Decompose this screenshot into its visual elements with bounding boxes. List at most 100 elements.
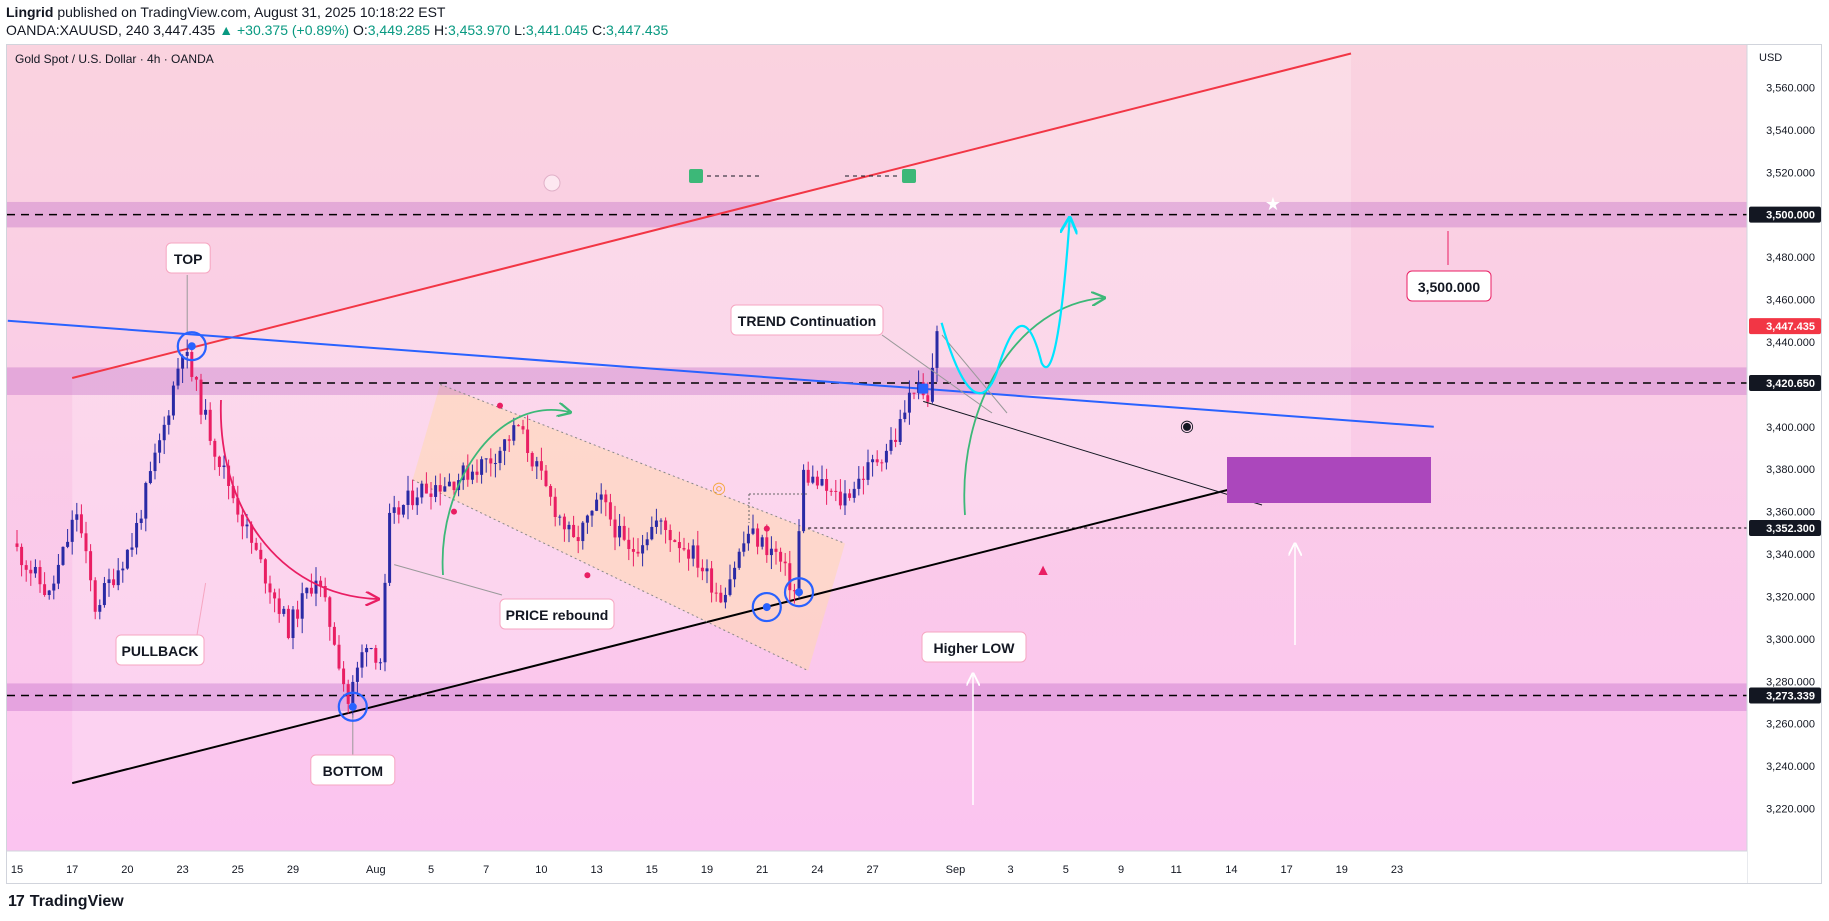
star-icon: ★	[1265, 194, 1281, 214]
candle-body	[691, 545, 695, 559]
candle-body	[567, 524, 571, 530]
price-tag-box	[1749, 687, 1821, 704]
candle-body	[894, 439, 898, 442]
price-axis[interactable]	[1747, 45, 1822, 884]
candle-body	[489, 458, 493, 464]
footer-brand[interactable]: 17 TradingView	[8, 893, 124, 911]
candle-body	[20, 546, 24, 566]
candle-body	[135, 522, 139, 548]
candle-body	[158, 440, 162, 453]
candle-body	[581, 522, 585, 542]
candle-body	[342, 668, 346, 685]
news-note-box	[1227, 457, 1431, 503]
candle-body	[388, 512, 392, 583]
symbol-label: OANDA:XAUUSD, 240	[6, 22, 150, 38]
breakout-point-marker	[918, 383, 929, 394]
x-tick-label: 13	[590, 864, 602, 876]
y-tick-label: 3,320.000	[1766, 591, 1815, 603]
candle-body	[659, 520, 663, 522]
candle-body	[424, 483, 428, 494]
candle-body	[562, 516, 566, 530]
candle-body	[319, 580, 323, 586]
candle-body	[98, 605, 102, 612]
candle-body	[880, 462, 884, 464]
candle-body	[572, 524, 576, 538]
candle-body	[378, 662, 382, 664]
publication-header: Lingrid published on TradingView.com, Au…	[0, 0, 1829, 42]
candle-body	[696, 545, 700, 568]
y-tick-label: 3,460.000	[1766, 295, 1815, 307]
x-tick-label: 23	[1391, 864, 1403, 876]
candle-body	[733, 567, 737, 580]
down-arrow-icon	[543, 174, 561, 192]
author-name[interactable]: Lingrid	[6, 4, 54, 20]
x-tick-label: Sep	[946, 864, 966, 876]
candle-body	[116, 570, 120, 586]
price-rebound-label: PRICE rebound	[506, 607, 609, 623]
trendline-resistance-red	[71, 52, 1352, 379]
candle-body	[337, 644, 341, 669]
candle-body	[438, 485, 442, 492]
candle-body	[797, 531, 801, 592]
candle-body	[208, 409, 212, 441]
candle-body	[406, 490, 410, 505]
check-left-icon	[689, 169, 703, 183]
price-tag-label: 3,352.300	[1766, 523, 1815, 535]
candle-body	[332, 626, 336, 645]
candle-body	[447, 481, 451, 487]
channel-pivot-0	[497, 402, 503, 409]
candle-body	[176, 368, 180, 386]
pullback-label: PULLBACK	[122, 643, 199, 659]
candle-body	[475, 471, 479, 475]
rebound-leader-line	[394, 564, 503, 596]
candle-body	[420, 483, 424, 498]
x-tick-label: 23	[176, 864, 188, 876]
candle-body	[84, 533, 88, 552]
candle-body	[213, 440, 217, 457]
candle-body	[535, 461, 539, 467]
close-value: 3,447.435	[606, 22, 669, 38]
higher-low-marker-2	[783, 577, 815, 608]
downward-channel-area	[412, 384, 845, 671]
higher-low-marker-2-dot	[795, 588, 803, 597]
candle-body	[714, 592, 718, 594]
top-marker	[176, 331, 207, 362]
candle-body	[907, 392, 911, 413]
bottom-marker-dot	[348, 702, 357, 711]
candle-body	[15, 543, 19, 547]
y-tick-label: 3,300.000	[1766, 634, 1815, 646]
candle-body	[121, 568, 125, 571]
candle-body	[263, 559, 267, 584]
price-tag-box	[1749, 318, 1821, 335]
x-tick-label: 10	[535, 864, 547, 876]
price-tag-label: 3,420.650	[1766, 378, 1815, 390]
candle-body	[93, 580, 97, 612]
candle-body	[595, 499, 599, 511]
candle-body	[710, 568, 714, 593]
target-label: 3,500.000	[1418, 279, 1480, 295]
chart-frame[interactable]: TOP BOTTOM PULLBACK PRICE rebound TREND Cont…	[6, 44, 1822, 884]
candle-body	[245, 524, 249, 527]
candle-body	[89, 551, 93, 581]
time-axis[interactable]	[7, 851, 1747, 884]
candle-body	[503, 439, 507, 451]
candle-body	[631, 549, 635, 552]
candle-body	[236, 498, 240, 515]
candle-body	[599, 494, 603, 500]
price-tag-box	[1749, 206, 1821, 223]
candle-body	[516, 425, 520, 427]
candle-body	[792, 590, 796, 592]
candle-body	[875, 459, 879, 463]
candle-body	[222, 465, 226, 468]
candle-body	[848, 493, 852, 498]
candle-body	[719, 592, 723, 603]
tradingview-wordmark: TradingView	[29, 893, 124, 910]
x-tick-label: 15	[646, 864, 658, 876]
x-tick-label: 19	[701, 864, 713, 876]
candle-body	[811, 476, 815, 483]
rebound-arrow	[441, 410, 569, 576]
candle-body	[871, 459, 875, 463]
candle-body	[33, 566, 37, 574]
price-chart[interactable]: TOP BOTTOM PULLBACK PRICE rebound TREND Cont…	[7, 45, 1822, 884]
candle-body	[664, 520, 668, 531]
